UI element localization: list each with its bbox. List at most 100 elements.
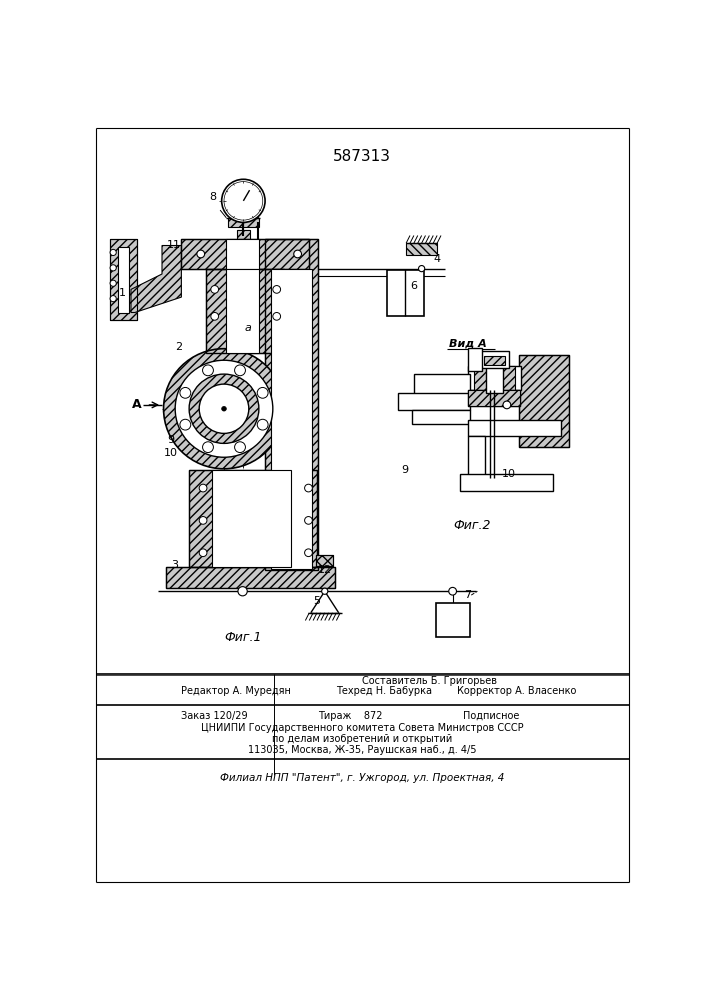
Bar — [468, 366, 521, 389]
Bar — [387, 270, 424, 316]
Text: 9: 9 — [168, 435, 175, 445]
Bar — [468, 436, 485, 478]
Bar — [486, 363, 503, 393]
Circle shape — [199, 517, 207, 524]
Text: 6: 6 — [410, 281, 417, 291]
Bar — [166, 567, 335, 588]
Circle shape — [199, 384, 249, 433]
Circle shape — [305, 517, 312, 524]
Bar — [518, 355, 569, 447]
Circle shape — [235, 365, 245, 376]
Bar — [237, 230, 250, 239]
Text: 8: 8 — [209, 192, 216, 202]
Circle shape — [110, 249, 116, 256]
Bar — [206, 269, 284, 353]
Circle shape — [305, 484, 312, 492]
Circle shape — [419, 266, 425, 272]
Circle shape — [175, 360, 273, 457]
Text: Фиг.2: Фиг.2 — [453, 519, 491, 532]
Bar — [468, 389, 520, 406]
Circle shape — [449, 587, 457, 595]
Bar — [468, 389, 520, 406]
Text: 10: 10 — [164, 448, 178, 458]
Bar — [474, 366, 515, 389]
Circle shape — [257, 387, 268, 398]
Bar — [406, 243, 437, 255]
Bar — [228, 218, 259, 227]
Text: Фиг.1: Фиг.1 — [225, 631, 262, 644]
Circle shape — [110, 265, 116, 271]
Text: Вид А: Вид А — [449, 338, 487, 348]
Circle shape — [199, 549, 207, 557]
Circle shape — [238, 587, 247, 596]
Circle shape — [257, 419, 268, 430]
Bar — [226, 269, 259, 353]
Circle shape — [180, 387, 191, 398]
Bar — [316, 555, 333, 566]
Circle shape — [503, 401, 510, 409]
Text: 9: 9 — [401, 465, 408, 475]
Text: Подписное: Подписное — [463, 711, 520, 721]
Circle shape — [199, 484, 207, 492]
Circle shape — [222, 406, 226, 411]
Text: 7: 7 — [464, 590, 472, 600]
Text: 2: 2 — [175, 342, 182, 352]
Bar — [468, 420, 561, 436]
Circle shape — [110, 280, 116, 286]
Bar — [271, 269, 312, 569]
Text: a: a — [245, 323, 252, 333]
Circle shape — [163, 349, 284, 469]
Bar — [480, 351, 509, 368]
Text: по делам изобретений и открытий: по делам изобретений и открытий — [271, 734, 452, 744]
Circle shape — [203, 365, 214, 376]
Bar — [189, 470, 317, 567]
Text: Редактор А. Муредян: Редактор А. Муредян — [182, 686, 291, 696]
Circle shape — [224, 182, 263, 220]
Text: 587313: 587313 — [333, 149, 391, 164]
Bar — [436, 603, 469, 637]
Bar — [110, 239, 137, 320]
Bar — [226, 239, 259, 269]
Bar — [468, 348, 482, 371]
Bar — [118, 247, 129, 312]
Bar — [518, 355, 569, 447]
Text: Тираж    872: Тираж 872 — [318, 711, 382, 721]
Bar — [166, 567, 335, 588]
Bar — [182, 239, 309, 269]
Text: Корректор А. Власенко: Корректор А. Власенко — [457, 686, 576, 696]
Text: Филиал НПП "Патент", г. Ужгород, ул. Проектная, 4: Филиал НПП "Патент", г. Ужгород, ул. Про… — [220, 773, 504, 783]
Circle shape — [203, 442, 214, 453]
Circle shape — [211, 312, 218, 320]
Circle shape — [222, 179, 265, 222]
Text: 5: 5 — [313, 596, 320, 606]
Bar — [316, 555, 333, 566]
Bar — [110, 239, 137, 320]
Text: ЦНИИПИ Государственного комитета Совета Министров СССР: ЦНИИПИ Государственного комитета Совета … — [201, 723, 523, 733]
Text: 113035, Москва, Ж-35, Раушская наб., д. 4/5: 113035, Москва, Ж-35, Раушская наб., д. … — [247, 745, 477, 755]
Bar — [189, 470, 317, 567]
Circle shape — [189, 374, 259, 443]
Text: Составитель Б. Григорьев: Составитель Б. Григорьев — [362, 676, 497, 686]
Text: 1: 1 — [119, 288, 126, 298]
Bar — [460, 474, 554, 491]
Circle shape — [211, 286, 218, 293]
Circle shape — [273, 312, 281, 320]
Text: 4: 4 — [433, 254, 440, 264]
Circle shape — [197, 250, 204, 258]
Bar — [484, 356, 506, 365]
Bar — [206, 269, 284, 353]
Circle shape — [305, 549, 312, 557]
Circle shape — [235, 442, 245, 453]
Text: А: А — [132, 398, 142, 411]
Text: Заказ 120/29: Заказ 120/29 — [182, 711, 248, 721]
Text: 12: 12 — [317, 565, 332, 575]
Text: 11: 11 — [167, 240, 180, 250]
Text: 10: 10 — [501, 469, 515, 479]
Circle shape — [180, 419, 191, 430]
Text: 3: 3 — [172, 560, 179, 570]
Bar — [265, 239, 317, 570]
Bar — [182, 239, 309, 269]
Circle shape — [273, 286, 281, 293]
Bar — [212, 470, 291, 567]
Polygon shape — [131, 246, 182, 312]
